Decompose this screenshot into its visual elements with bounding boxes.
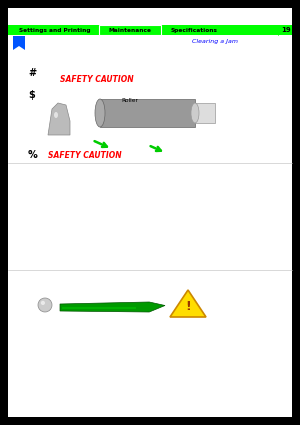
Text: Clearing a Jam: Clearing a Jam <box>192 39 238 44</box>
Ellipse shape <box>191 103 199 123</box>
Ellipse shape <box>54 112 58 118</box>
Bar <box>100 99 195 127</box>
Ellipse shape <box>95 99 105 127</box>
Polygon shape <box>13 36 25 50</box>
Bar <box>62 307 136 309</box>
Text: SAFETY CAUTION: SAFETY CAUTION <box>48 150 122 159</box>
Text: %: % <box>27 150 37 160</box>
Bar <box>8 25 286 35</box>
Text: $: $ <box>28 90 35 100</box>
Text: 19: 19 <box>281 27 291 33</box>
Bar <box>280 25 292 35</box>
Text: Maintenance: Maintenance <box>109 28 152 32</box>
Bar <box>99 25 161 35</box>
Polygon shape <box>170 290 206 317</box>
Text: #: # <box>28 68 36 78</box>
Ellipse shape <box>38 298 52 312</box>
Text: Settings and Printing: Settings and Printing <box>19 28 91 32</box>
Text: !: ! <box>185 300 191 314</box>
Text: Roller: Roller <box>122 97 138 102</box>
Text: SAFETY CAUTION: SAFETY CAUTION <box>60 74 134 83</box>
Polygon shape <box>60 302 165 312</box>
Text: Specifications: Specifications <box>170 28 218 32</box>
Bar <box>195 103 215 123</box>
Ellipse shape <box>41 301 45 305</box>
Polygon shape <box>48 103 70 135</box>
